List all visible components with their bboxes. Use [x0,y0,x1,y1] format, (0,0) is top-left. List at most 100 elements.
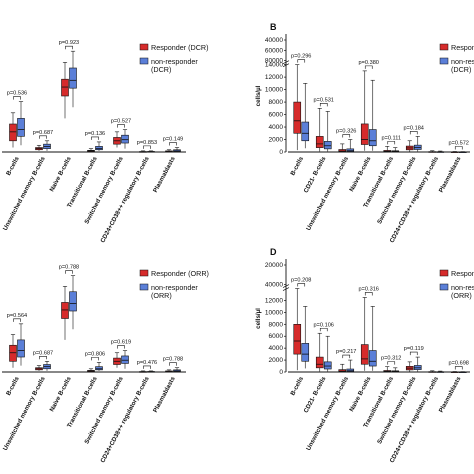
box-non-responder [95,366,103,371]
p-value-label: p=0.326 [336,129,356,135]
y-tick-label: 12000 [265,74,283,81]
p-value-label: p=0.788 [59,265,79,271]
x-tick-label: Naive B-cells [48,375,73,413]
significance-bracket [364,292,373,296]
p-value-label: p=0.106 [314,322,334,328]
significance-bracket [13,96,21,100]
significance-bracket [454,146,463,150]
y-tick-label: 2000 [269,137,284,144]
box-non-responder [17,339,25,358]
significance-bracket [387,361,396,365]
p-value-label: p=0.476 [137,360,157,366]
x-tick-label: CD21- B-cells [303,375,328,414]
y-tick-label: 10000 [265,87,283,94]
significance-bracket [65,270,73,274]
x-tick-label: Plasmablasts [152,155,177,194]
y-tick-label: 80000 [265,58,283,65]
y-axis-label: cells/µl [255,308,262,329]
x-tick-label: B-cells [5,375,21,397]
y-tick-label: 6000 [269,333,284,340]
box-responder [293,101,302,134]
x-tick-label: CD24+CD38++ regulatory B-cells [389,155,441,244]
box-non-responder [323,141,332,150]
significance-bracket [65,45,73,50]
p-value-label: p=0.149 [163,137,183,143]
box-non-responder [368,129,377,147]
legend-label: Responder (DCR) [451,43,474,52]
legend-swatch [439,57,449,65]
x-tick-label: CD21- B-cells [303,155,328,194]
panel-letter: B [270,22,277,32]
x-tick-label: CD24+CD38++ regulatory B-cells [389,375,441,464]
legend-label: Responder (DCR) [151,43,209,52]
p-value-label: p=0.380 [359,60,379,66]
p-value-label: p=0.208 [291,278,311,284]
box-non-responder [301,343,310,362]
y-tick-label: 12000 [265,297,283,304]
x-tick-label: Unswitched memory B-cells [305,375,350,452]
p-value-label: p=0.312 [381,356,401,362]
x-tick-label: Naive B-cells [348,155,373,193]
y-tick-label: 6000 [269,112,284,119]
legend-label: Responder (ORR) [451,269,474,278]
p-value-label: p=0.572 [449,141,469,147]
x-tick-label: Plasmablasts [438,155,463,194]
significance-bracket [117,124,125,128]
p-value-label: p=0.788 [163,357,183,363]
box-responder [315,136,324,148]
legend-swatch [139,57,149,65]
box-non-responder [323,361,332,370]
significance-bracket [143,365,151,369]
p-value-label: p=0.136 [85,131,105,137]
p-value-label: p=0.806 [85,351,105,357]
significance-bracket [387,141,396,145]
axis-break [282,284,290,291]
significance-bracket [143,145,151,149]
box-non-responder [95,146,103,151]
legend-swatch [439,283,449,291]
y-tick-label: 14000 [265,62,283,69]
x-tick-label: Plasmablasts [152,375,177,414]
y-tick-label: 0 [279,369,283,376]
significance-bracket [364,65,373,69]
p-value-label: p=0.217 [336,349,356,355]
legend-swatch [439,269,449,277]
significance-bracket [409,351,418,356]
box-non-responder [368,350,377,367]
p-value-label: p=0.853 [137,140,157,146]
x-tick-label: B-cells [289,155,305,177]
significance-bracket [39,356,47,360]
p-value-label: p=0.296 [291,54,311,60]
p-value-label: p=0.531 [314,97,334,103]
box-non-responder [69,291,77,312]
y-tick-label: 60000 [265,47,283,54]
x-tick-label: Naive B-cells [48,155,73,193]
significance-bracket [319,103,328,107]
legend-label: non-responder [151,283,198,292]
p-value-label: p=0.619 [111,340,131,346]
box-responder [338,149,347,152]
y-tick-label: 4000 [269,345,284,352]
significance-bracket [454,366,463,370]
y-tick-label: 4000 [269,124,284,131]
panel-letter: D [270,247,277,257]
box-non-responder [69,67,77,89]
y-tick-label: 8000 [269,99,284,106]
significance-bracket [297,59,306,63]
significance-bracket [39,135,47,139]
y-tick-label: 10000 [265,309,283,316]
x-tick-label: CD24+CD38++ regulatory B-cells [99,375,151,464]
legend-label-cont: (DCR) [451,65,471,74]
box-responder [315,356,324,369]
p-value-label: p=0.111 [381,135,401,141]
box-responder [9,344,17,362]
box-non-responder [121,134,129,144]
y-tick-label: 8000 [269,321,284,328]
box-responder [61,302,69,319]
legend-label: non-responder [451,57,474,66]
box-responder [360,123,369,145]
significance-bracket [169,362,177,366]
p-value-label: p=0.316 [359,286,379,292]
legend-label: non-responder [451,283,474,292]
